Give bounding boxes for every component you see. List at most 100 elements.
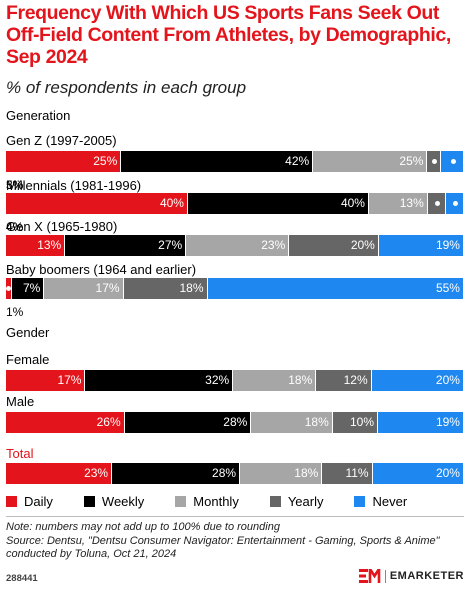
data-label: 11%	[345, 466, 369, 480]
row-label-baby-boomers-1964-and-earlier: Baby boomers (1964 and earlier)	[6, 262, 197, 277]
bar-segment-daily: 26%	[6, 412, 124, 433]
bar-male: 26% 28% 18% 10% 19%	[6, 412, 463, 433]
bar-segment-yearly: 11%	[321, 463, 372, 484]
brand-name: EMARKETER	[389, 570, 464, 582]
bar-segment-daily: 25%	[6, 151, 121, 172]
data-label: 17%	[57, 373, 82, 387]
chart-id: 288441	[6, 573, 38, 584]
data-label: 4%	[6, 220, 24, 234]
data-label: 23%	[261, 238, 286, 252]
data-label: 1%	[6, 305, 24, 319]
bar-millennials-1981-1996: 40% 40% 13%	[6, 193, 463, 214]
bar-segment-monthly: 23%	[185, 235, 289, 256]
data-label: 25%	[399, 154, 424, 168]
source-text: Source: Dentsu, "Dentsu Consumer Navigat…	[6, 534, 440, 547]
data-label: 17%	[95, 281, 120, 295]
legend-label-never: Never	[372, 494, 408, 509]
chart-subtitle: % of respondents in each group	[6, 78, 247, 97]
data-label: 4%	[6, 220, 24, 234]
bar-segment-never	[440, 151, 463, 172]
data-label: 13%	[399, 196, 424, 210]
section-label-generation: Generation	[6, 108, 71, 123]
bar-segment-weekly: 27%	[64, 235, 186, 256]
bar-segment-yearly: 18%	[122, 278, 207, 299]
data-label: 18%	[179, 281, 204, 295]
legend-label-weekly: Weekly	[101, 494, 145, 509]
bar-segment-daily: 23%	[6, 463, 112, 484]
legend-item-yearly: Yearly	[269, 494, 324, 509]
legend-swatch-monthly	[175, 496, 187, 507]
bar-segment-weekly: 42%	[120, 151, 313, 172]
data-label: 55%	[435, 281, 460, 295]
data-label: 28%	[223, 415, 248, 429]
legend-item-daily: Daily	[6, 494, 53, 509]
legend-swatch-never	[354, 496, 366, 507]
source-text-cont: conducted by Toluna, Oct 21, 2024	[6, 548, 177, 560]
bar-segment-monthly: 18%	[232, 370, 316, 391]
row-label-gen-x-1965-1980: Gen X (1965-1980)	[6, 219, 118, 234]
bar-segment-weekly: 28%	[123, 412, 251, 433]
legend-item-monthly: Monthly	[175, 494, 239, 509]
data-label: 10%	[349, 415, 374, 429]
data-label: 13%	[37, 238, 62, 252]
data-label: 18%	[294, 466, 319, 480]
bar-segment-daily	[6, 278, 12, 299]
leader-dot	[432, 159, 438, 164]
data-label: 27%	[158, 238, 183, 252]
data-label: 19%	[435, 415, 460, 429]
legend-label-daily: Daily	[24, 494, 53, 509]
note-text: Note: numbers may not add up to 100% due…	[6, 521, 280, 533]
data-label: 7%	[22, 281, 41, 295]
bar-segment-weekly: 40%	[186, 193, 368, 214]
bar-segment-weekly: 28%	[111, 463, 240, 484]
bar-segment-never: 19%	[377, 235, 463, 256]
bar-segment-yearly: 12%	[315, 370, 371, 391]
bar-segment-yearly: 10%	[331, 412, 377, 433]
data-label: 3%	[6, 178, 24, 192]
bar-segment-never	[444, 193, 463, 214]
leader-dot	[6, 286, 12, 291]
data-label: 20%	[435, 373, 460, 387]
data-label: 20%	[435, 466, 460, 480]
data-label: 32%	[205, 373, 230, 387]
data-label: 42%	[285, 154, 310, 168]
bar-baby-boomers-1964-and-earlier: 7% 17% 18% 55%	[6, 278, 463, 299]
chart-title: Frequency With Which US Sports Fans Seek…	[6, 2, 451, 68]
data-label: 28%	[212, 466, 237, 480]
leader-dot	[434, 201, 440, 206]
data-label: 40%	[340, 196, 365, 210]
bar-total: 23% 28% 18% 11% 20%	[6, 463, 463, 484]
data-label: 18%	[288, 373, 313, 387]
bar-segment-monthly: 18%	[239, 463, 322, 484]
footnote: Note: numbers may not add up to 100% due…	[6, 521, 440, 562]
section-label-gender: Gender	[6, 325, 50, 340]
bar-segment-never: 55%	[206, 278, 463, 299]
data-label: 5%	[6, 178, 24, 192]
row-label-gen-z-1997-2005: Gen Z (1997-2005)	[6, 133, 117, 148]
footer-divider	[6, 516, 464, 517]
legend-label-monthly: Monthly	[193, 494, 239, 509]
data-label: 18%	[304, 415, 329, 429]
data-label: 23%	[84, 466, 109, 480]
bar-segment-monthly: 13%	[367, 193, 427, 214]
bar-segment-daily: 13%	[6, 235, 65, 256]
legend-label-yearly: Yearly	[287, 494, 324, 509]
row-label-female: Female	[6, 352, 50, 367]
data-label: 19%	[435, 238, 460, 252]
bar-segment-never: 19%	[377, 412, 463, 433]
bar-segment-monthly: 25%	[312, 151, 427, 172]
emarketer-logo-icon	[358, 569, 381, 583]
row-label-male: Male	[6, 394, 35, 409]
bar-segment-yearly	[426, 193, 445, 214]
data-label: 26%	[96, 415, 121, 429]
bar-segment-daily: 40%	[6, 193, 187, 214]
brand-logo: EMARKETER	[358, 569, 464, 583]
bar-segment-monthly: 18%	[250, 412, 332, 433]
bar-segment-daily: 17%	[6, 370, 85, 391]
brand-separator	[384, 569, 386, 583]
leader-dot	[450, 159, 456, 164]
data-label: 40%	[159, 196, 184, 210]
legend-swatch-yearly	[269, 496, 281, 507]
data-label: 20%	[350, 238, 375, 252]
bar-gen-x-1965-1980: 13% 27% 23% 20% 19%	[6, 235, 463, 256]
